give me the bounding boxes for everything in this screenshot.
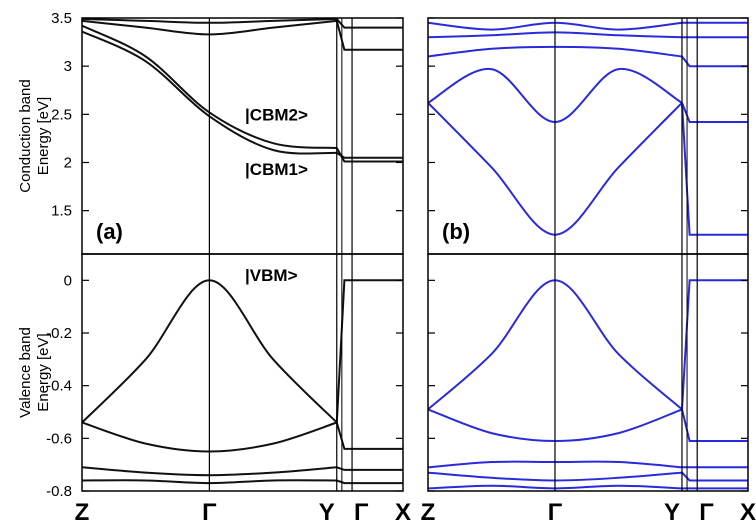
band-line-conduction-4-segment <box>336 18 403 29</box>
y-axis-unit-valence: Energy [eV] <box>35 333 52 411</box>
x-tick-label: X <box>740 499 756 524</box>
annotation-label: |CBM1> <box>245 160 308 179</box>
y-tick-label-conduction: 3 <box>64 58 72 75</box>
y-tick-label-valence: -0.8 <box>46 483 72 500</box>
annotation-label: |VBM> <box>245 266 298 285</box>
y-tick-label-conduction: 2.5 <box>51 106 72 123</box>
panel-frame-valence <box>81 253 404 492</box>
panel-frame-valence <box>427 253 749 492</box>
band-line-valence-2-segment <box>335 422 403 450</box>
y-axis-label-conduction: Conduction band <box>17 79 34 192</box>
band-line-valence-4-segment <box>681 471 748 482</box>
band-line-valence-4-segment <box>336 479 403 485</box>
y-tick-label-conduction: 1.5 <box>51 203 72 220</box>
y-axis-label-valence: Valence band <box>17 327 34 418</box>
band-line-conduction-3-segment <box>335 20 403 51</box>
y-axis-unit-conduction: Energy [eV] <box>35 97 52 175</box>
band-line-valence-1-segment <box>335 279 403 423</box>
x-tick-label: Y <box>664 499 680 524</box>
band-line-valence-3-segment <box>336 466 403 471</box>
x-tick-label: Γ <box>354 499 369 524</box>
band-line-conduction-2-segment <box>681 102 748 123</box>
band-line-conduction-1-segment <box>681 102 748 236</box>
y-tick-label-conduction: 3.5 <box>51 10 72 27</box>
y-tick-label-conduction: 2 <box>64 154 72 171</box>
y-tick-label-valence: 0 <box>64 272 72 289</box>
panel-label: (a) <box>96 219 123 244</box>
band-line-valence-2-segment <box>681 409 748 442</box>
panel-frame-conduction <box>427 17 749 255</box>
x-tick-label: Z <box>421 499 436 524</box>
panel-label: (b) <box>442 219 470 244</box>
y-tick-label-valence: -0.4 <box>46 378 72 395</box>
x-tick-label: Y <box>319 499 335 524</box>
band-line-valence-1-segment <box>681 279 748 410</box>
x-tick-label: Γ <box>202 499 217 524</box>
y-tick-label-valence: -0.2 <box>46 325 72 342</box>
band-line-conduction-1-segment <box>336 152 403 159</box>
x-tick-label: Γ <box>699 499 714 524</box>
x-tick-label: Z <box>75 499 90 524</box>
y-tick-label-valence: -0.6 <box>46 430 72 447</box>
x-tick-label: X <box>395 499 411 524</box>
annotation-label: |CBM2> <box>245 105 308 124</box>
band-line-conduction-2-segment <box>335 147 403 163</box>
band-line-conduction-3-segment <box>681 55 748 68</box>
x-tick-label: Γ <box>548 499 563 524</box>
